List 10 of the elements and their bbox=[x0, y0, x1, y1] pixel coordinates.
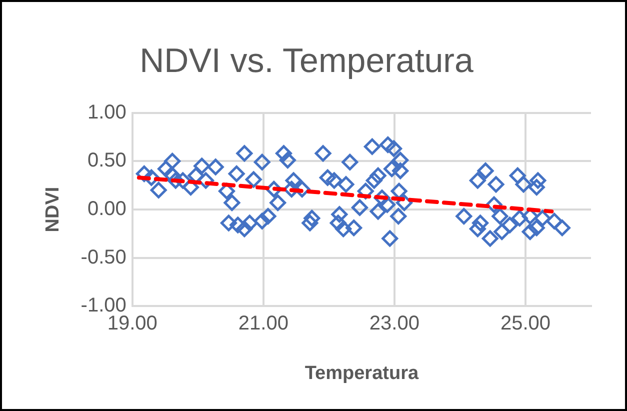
y-tick-label: -0.50 bbox=[80, 246, 126, 268]
chart-title: NDVI vs. Temperatura bbox=[140, 42, 474, 80]
x-tick-label: 25.00 bbox=[500, 312, 551, 335]
y-axis-title: NDVI bbox=[42, 186, 64, 232]
x-axis-title: Temperatura bbox=[304, 362, 419, 384]
y-tick-label: 0.00 bbox=[87, 198, 126, 220]
x-tick-label: 21.00 bbox=[238, 312, 288, 335]
x-tick-label: 23.00 bbox=[369, 312, 420, 335]
y-tick-label: 0.50 bbox=[87, 150, 126, 172]
y-tick-label: 1.00 bbox=[87, 101, 126, 124]
